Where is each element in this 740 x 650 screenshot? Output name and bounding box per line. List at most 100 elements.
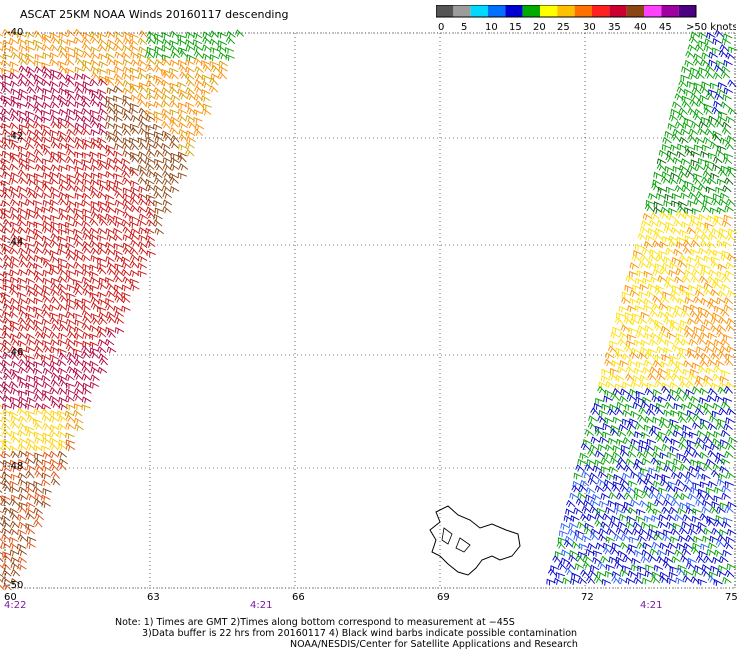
wind-barb xyxy=(694,144,704,152)
wind-barb xyxy=(57,422,67,431)
wind-barb xyxy=(33,120,43,129)
wind-barb xyxy=(633,367,644,375)
wind-barb xyxy=(98,53,108,61)
wind-barb xyxy=(707,177,717,185)
wind-barb xyxy=(617,521,628,529)
wind-barb xyxy=(34,470,44,478)
wind-barb xyxy=(673,458,683,466)
wind-barb xyxy=(639,254,650,263)
wind-barb xyxy=(639,374,649,382)
wind-barb xyxy=(10,562,20,570)
wind-barb xyxy=(34,463,44,472)
wind-barb xyxy=(590,407,600,416)
wind-barb xyxy=(145,131,155,138)
wind-barb xyxy=(566,562,576,570)
wind-barb xyxy=(89,109,100,117)
wind-barb xyxy=(42,367,53,375)
wind-barb xyxy=(65,193,75,201)
wind-barb xyxy=(17,102,27,109)
wind-barb xyxy=(712,38,722,46)
wind-barb xyxy=(630,410,640,418)
wind-barb xyxy=(671,344,682,352)
wind-barb xyxy=(660,361,670,369)
wind-barb xyxy=(565,508,575,516)
wind-barb xyxy=(97,213,107,221)
wind-barb xyxy=(40,289,51,297)
wind-barb xyxy=(73,127,83,135)
wind-barb xyxy=(641,246,652,255)
wind-barb xyxy=(725,169,735,177)
wind-barb xyxy=(688,338,699,346)
wind-barb xyxy=(647,348,657,356)
wind-barb xyxy=(2,459,12,467)
colorbar-swatch xyxy=(644,5,662,17)
wind-barb xyxy=(673,486,684,494)
wind-barb xyxy=(98,218,108,227)
wind-barb xyxy=(195,100,205,109)
wind-barb xyxy=(717,81,728,89)
wind-barb xyxy=(679,254,689,263)
wind-barb xyxy=(700,352,711,360)
wind-barb xyxy=(701,506,711,514)
wind-barb xyxy=(691,515,702,523)
wind-barb xyxy=(717,168,728,177)
wind-barb xyxy=(218,60,228,68)
wind-barb xyxy=(25,512,35,520)
wind-barb xyxy=(154,58,164,67)
wind-barb xyxy=(0,495,4,500)
wind-barb xyxy=(681,430,692,438)
wind-barb xyxy=(708,51,719,59)
wind-barb xyxy=(33,457,43,465)
wind-barb xyxy=(57,275,67,284)
wind-barb xyxy=(566,499,576,508)
wind-barb xyxy=(713,339,724,347)
wind-barb xyxy=(652,268,663,276)
wind-barb xyxy=(82,81,92,89)
wind-barb xyxy=(683,542,693,550)
wind-barb xyxy=(18,44,29,52)
wind-barb xyxy=(669,565,679,573)
wind-barb xyxy=(50,69,60,76)
wind-barb xyxy=(65,120,75,128)
wind-barb xyxy=(681,100,691,109)
wind-barb xyxy=(649,366,659,374)
wind-barb xyxy=(613,473,623,481)
wind-barb xyxy=(57,443,68,451)
wind-barb xyxy=(702,136,713,144)
wind-barb xyxy=(589,505,600,514)
wind-barb xyxy=(33,431,44,439)
wind-barb xyxy=(74,177,84,186)
wind-barb xyxy=(623,464,633,473)
wind-barb xyxy=(145,162,155,171)
wind-barb xyxy=(97,101,107,109)
wind-barb xyxy=(632,462,643,471)
wind-barb xyxy=(725,569,735,578)
wind-barb xyxy=(0,125,4,129)
wind-barb xyxy=(90,178,100,187)
wind-barb xyxy=(42,220,52,228)
wind-barb xyxy=(26,95,37,103)
wind-barb xyxy=(727,79,737,88)
wind-barb xyxy=(706,275,717,284)
wind-barb xyxy=(96,88,107,96)
wind-barb xyxy=(697,157,708,165)
wind-barb xyxy=(608,466,619,474)
wind-barb xyxy=(122,95,132,102)
wind-barb xyxy=(668,269,678,277)
wind-barb xyxy=(648,491,658,500)
wind-barb xyxy=(607,408,617,416)
wind-barb xyxy=(169,67,179,75)
wind-barb xyxy=(1,67,11,75)
wind-barb xyxy=(26,220,36,228)
wind-barb xyxy=(712,249,723,257)
wind-barb xyxy=(120,157,131,166)
wind-barb xyxy=(692,422,702,430)
wind-barb xyxy=(41,101,52,110)
wind-barb xyxy=(655,465,666,473)
wind-barb xyxy=(42,432,52,440)
wind-barb xyxy=(97,32,107,40)
wind-barb xyxy=(49,199,59,207)
wind-barb xyxy=(573,472,583,480)
wind-barb xyxy=(66,108,76,116)
